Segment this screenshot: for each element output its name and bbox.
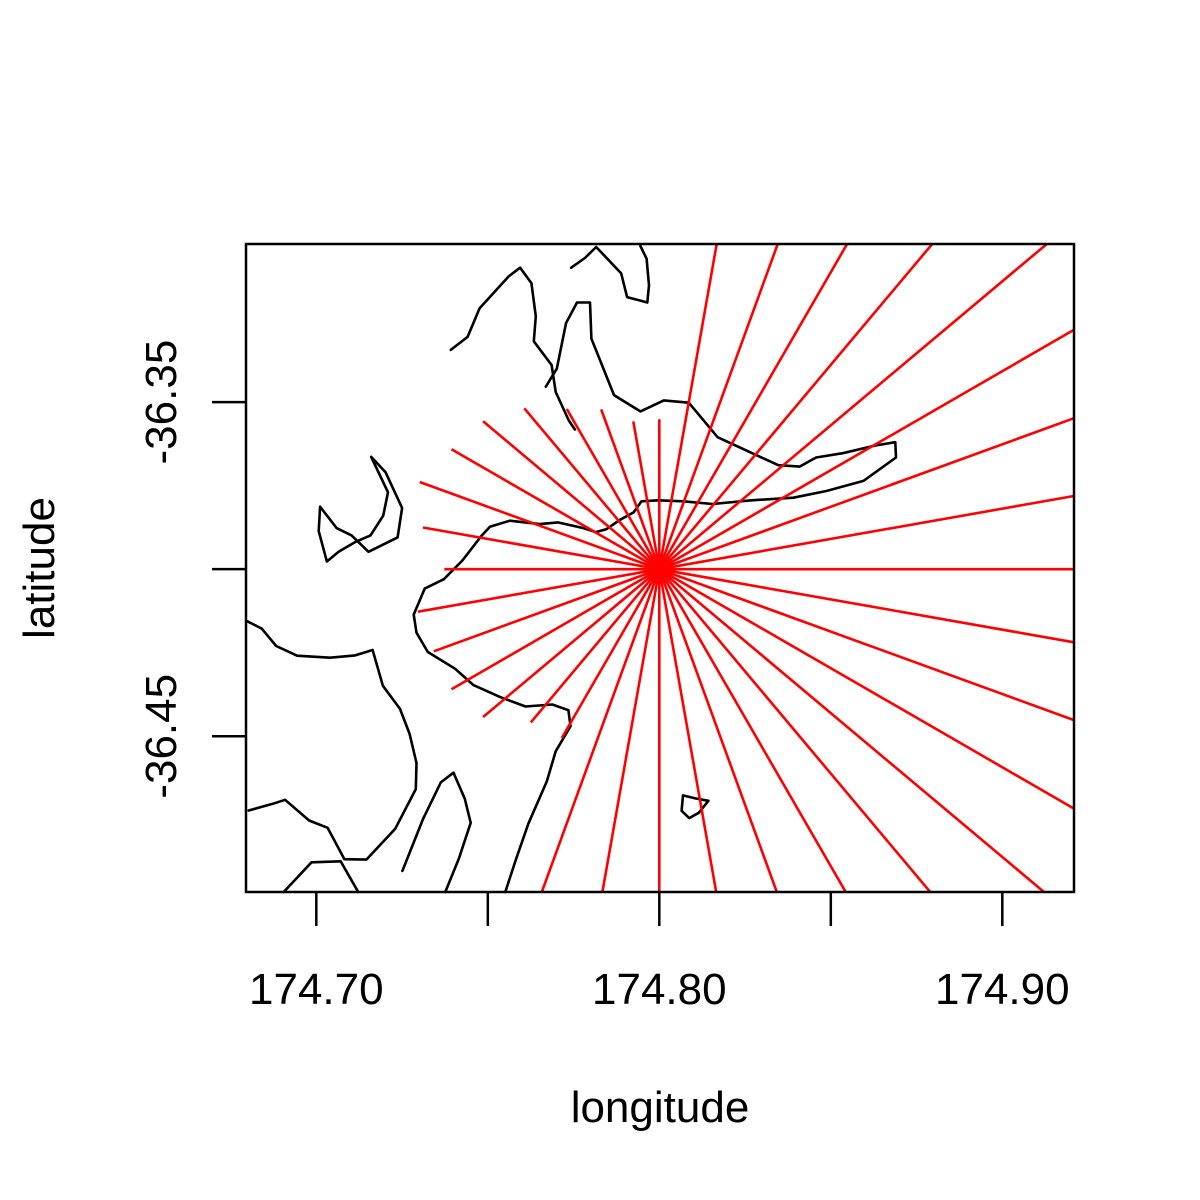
y-axis: -36.35 -36.45 [137, 340, 246, 799]
fetch-line-120deg [565, 408, 661, 570]
x-tick-label: 174.80 [592, 965, 727, 1014]
coastline-1 [449, 266, 577, 431]
fetch-line-50deg [658, 243, 934, 571]
origin-point [645, 555, 674, 584]
x-tick-label: 174.90 [935, 965, 1070, 1014]
fetch-line-280deg [658, 568, 718, 893]
coastline-7 [282, 860, 360, 894]
fetch-line-60deg [658, 243, 849, 570]
fetch-lines-layer [417, 243, 1075, 893]
x-axis: 174.70 174.80 174.90 [249, 892, 1070, 1014]
fetch-line-310deg [658, 568, 932, 893]
fetch-line-170deg [422, 526, 660, 571]
fetch-line-150deg [450, 448, 660, 571]
fetch-line-20deg [658, 416, 1075, 571]
x-tick-label: 174.70 [249, 965, 384, 1014]
y-axis-title: latitude [15, 497, 64, 639]
coastline-5 [246, 620, 418, 861]
fetch-line-290deg [658, 568, 779, 893]
fetch-line-10deg [659, 494, 1075, 571]
fetch-line-100deg [632, 421, 661, 570]
coastline-6 [401, 771, 472, 894]
fetch-line-220deg [482, 568, 661, 718]
fetch-line-320deg [658, 568, 1045, 893]
fetch-line-260deg [601, 568, 661, 893]
coastline-layer [246, 244, 898, 894]
fetch-line-250deg [540, 568, 661, 893]
fetch-line-30deg [658, 328, 1075, 571]
fetch-line-70deg [658, 243, 779, 570]
fetch-line-330deg [658, 568, 1075, 810]
coastline-8 [680, 794, 710, 820]
fetch-line-210deg [450, 568, 660, 691]
fetch-line-110deg [599, 408, 661, 570]
x-axis-title: longitude [571, 1083, 750, 1132]
fetch-line-230deg [529, 568, 661, 724]
fetch-line-200deg [433, 567, 660, 653]
y-tick-label: -36.35 [137, 340, 186, 465]
y-tick-label: -36.45 [137, 674, 186, 799]
fetch-line-300deg [658, 568, 847, 893]
fetch-line-140deg [482, 420, 661, 571]
fetch-line-350deg [659, 567, 1075, 644]
fetch-line-160deg [419, 480, 660, 571]
fetch-line-130deg [523, 407, 661, 571]
fetch-line-340deg [658, 567, 1075, 722]
fetch-line-80deg [658, 243, 718, 570]
coastline-4 [317, 455, 404, 563]
fetch-line-190deg [417, 567, 660, 613]
fetch-line-240deg [560, 568, 661, 739]
coastline-2 [569, 244, 651, 304]
fetch-line-40deg [658, 243, 1048, 571]
